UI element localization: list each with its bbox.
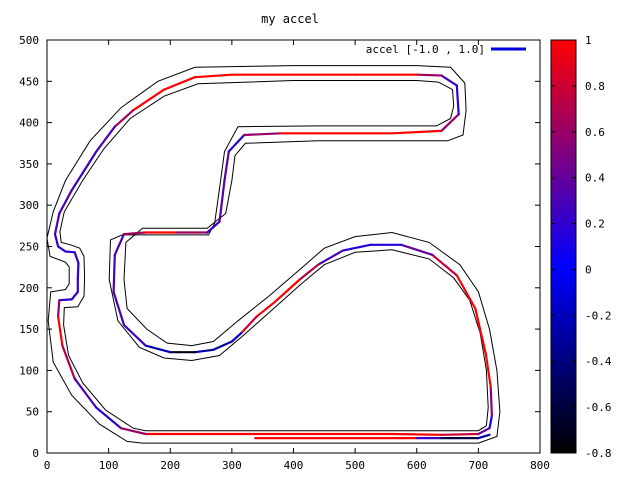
y-tick-label: 300: [19, 199, 39, 212]
track-edge-inner: [59, 80, 489, 432]
y-tick-label: 150: [19, 323, 39, 336]
x-tick-label: 500: [345, 459, 365, 472]
racing-line-segment: [70, 290, 79, 301]
y-tick-label: 350: [19, 158, 39, 171]
racing-line-segment: [61, 344, 76, 380]
racing-line-segment: [95, 125, 116, 153]
x-tick-label: 600: [407, 459, 427, 472]
colorbar-tick-label: -0.4: [585, 355, 612, 368]
racing-line-segment: [455, 84, 460, 116]
pit-lane-segment: [477, 433, 491, 440]
racing-line-segment: [489, 385, 493, 417]
racing-line-segment: [132, 88, 166, 112]
racing-line-segment: [391, 129, 443, 135]
racing-line-segment: [144, 344, 172, 354]
colorbar-tick-label: 0: [585, 263, 592, 276]
y-tick-label: 0: [32, 447, 39, 460]
racing-line-segment: [58, 189, 73, 215]
legend-label: accel [-1.0 , 1.0]: [366, 43, 485, 56]
racing-line-segment: [119, 427, 147, 436]
x-tick-label: 800: [530, 459, 550, 472]
y-axis: 0 50 100 150 200 250 300 350 400 450 500: [19, 34, 540, 460]
racing-line-segment: [73, 251, 80, 265]
y-tick-label: 500: [19, 34, 39, 47]
legend: accel [-1.0 , 1.0]: [366, 43, 526, 56]
colorbar-tick-label: -0.6: [585, 401, 612, 414]
racing-line-segment: [56, 299, 61, 318]
racing-line-segment: [64, 250, 76, 254]
racing-line-segment: [488, 414, 493, 430]
racing-line-segment: [113, 233, 126, 256]
colorbar-tick-label: -0.2: [585, 309, 612, 322]
racing-line-segment: [440, 74, 458, 87]
racing-line-segment: [112, 253, 116, 293]
racing-line-segment: [240, 315, 258, 335]
racing-line-segment: [223, 150, 230, 182]
x-tick-label: 200: [160, 459, 180, 472]
y-tick-label: 450: [19, 75, 39, 88]
racing-line-segment: [56, 315, 64, 347]
racing-line-segment: [477, 427, 491, 436]
racing-line-segment: [317, 249, 344, 266]
racing-line-segment: [484, 352, 492, 388]
track-edge-outer: [46, 65, 501, 444]
y-tick-label: 250: [19, 241, 39, 254]
colorbar: [550, 39, 577, 454]
racing-line-segment: [53, 233, 60, 248]
racing-line-segment: [206, 220, 221, 234]
racing-line-segment: [415, 73, 443, 77]
racing-line-segment: [431, 253, 458, 277]
colorbar-ticks: 1 0.8 0.6 0.4 0.2 0 -0.2 -0.4 -0.6 -0.8: [551, 34, 612, 460]
y-tick-label: 200: [19, 282, 39, 295]
racing-line-segment: [163, 76, 196, 91]
racing-line-segment: [298, 263, 320, 281]
racing-line-segment: [218, 179, 226, 223]
racing-line-segment: [212, 340, 233, 351]
x-tick-label: 100: [99, 459, 119, 472]
racing-line-segment: [56, 245, 67, 253]
racing-line-segment: [440, 113, 460, 132]
x-tick-label: 400: [284, 459, 304, 472]
colorbar-tick-label: 0.6: [585, 126, 605, 139]
racing-line-segment: [400, 243, 434, 256]
x-tick-label: 300: [222, 459, 242, 472]
x-tick-label: 700: [468, 459, 488, 472]
racing-line-segment: [193, 348, 215, 354]
racing-line-segment: [122, 323, 147, 347]
colorbar-tick-label: 1: [585, 34, 592, 47]
racing-line-segment: [76, 261, 80, 281]
racing-line-segment: [112, 290, 126, 327]
racing-line-segment: [53, 212, 61, 236]
x-tick-label: 0: [44, 459, 51, 472]
colorbar-tick-label: -0.8: [585, 447, 612, 460]
racing-line-segment: [113, 109, 135, 128]
racing-line-segment: [440, 432, 480, 436]
y-tick-label: 100: [19, 364, 39, 377]
racing-line-segment: [455, 274, 477, 310]
racing-line-segment: [73, 377, 98, 409]
y-tick-label: 50: [26, 406, 39, 419]
racing-line-segment: [341, 243, 372, 252]
racing-line-segment: [58, 298, 73, 302]
colorbar-tick-label: 0.2: [585, 218, 605, 231]
racing-line-segment: [193, 73, 233, 79]
y-tick-label: 400: [19, 117, 39, 130]
racing-line-segment: [95, 406, 123, 430]
colorbar-tick-label: 0.8: [585, 80, 605, 93]
chart-title: my accel: [261, 12, 319, 26]
racing-line-segment: [243, 132, 283, 137]
racing-line-segment: [391, 432, 443, 436]
racing-line-segment: [474, 307, 487, 355]
plot-area: [46, 65, 501, 444]
x-axis: 0 100 200 300 400 500 600 700 800: [44, 40, 550, 472]
racing-line-segment: [230, 332, 243, 343]
racing-line-segment: [255, 300, 277, 318]
racing-line-segment: [122, 231, 147, 236]
racing-line-segment: [227, 133, 246, 153]
racing-line-segment: [70, 150, 98, 192]
colorbar-tick-label: 0.4: [585, 172, 605, 185]
racing-line-segment: [273, 278, 301, 303]
